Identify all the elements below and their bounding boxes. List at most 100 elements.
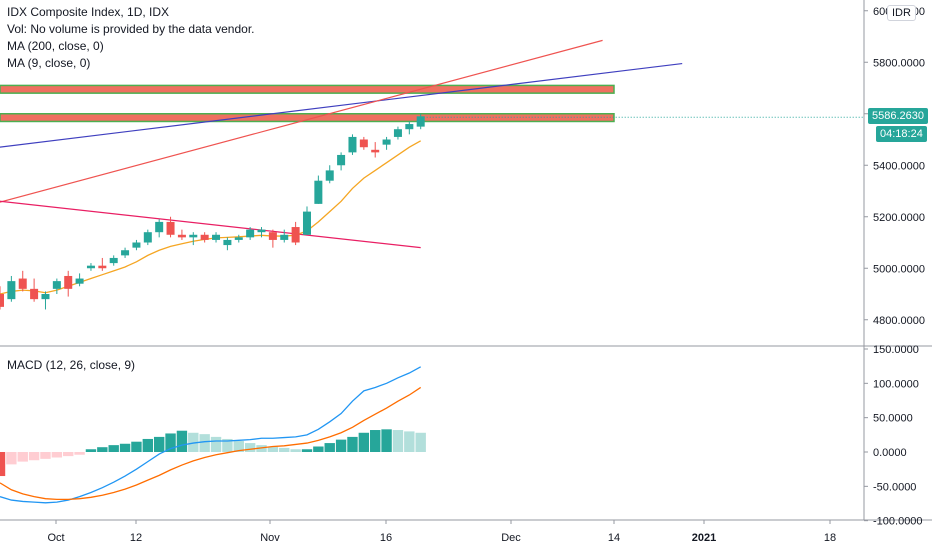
legend-volume: Vol: No volume is provided by the data v… bbox=[7, 22, 255, 36]
macd-histogram-bar bbox=[131, 441, 142, 452]
candle-body bbox=[359, 139, 368, 148]
candle bbox=[416, 113, 425, 130]
macd-histogram-bar bbox=[165, 433, 176, 452]
candle-body bbox=[109, 257, 118, 264]
macd-histogram-bar bbox=[74, 452, 85, 455]
resistance-zone bbox=[0, 84, 615, 94]
candle bbox=[234, 234, 243, 243]
price-tick-label: 5800.0000 bbox=[873, 57, 925, 69]
macd-histogram-bar bbox=[199, 434, 210, 452]
currency-badge[interactable]: IDR bbox=[887, 5, 916, 21]
macd-histogram-bar bbox=[85, 449, 97, 452]
candle-body bbox=[246, 229, 255, 238]
candle-body bbox=[177, 234, 186, 238]
candle bbox=[337, 152, 346, 171]
candle bbox=[143, 229, 152, 246]
candle bbox=[212, 232, 221, 243]
candle-body bbox=[382, 139, 391, 145]
time-tick-label: 2021 bbox=[692, 532, 716, 544]
macd-histogram-bar bbox=[324, 443, 335, 452]
candle bbox=[325, 165, 334, 184]
macd-histogram-bar bbox=[210, 436, 222, 452]
candle bbox=[291, 221, 300, 246]
price-tick-label: 5000.0000 bbox=[873, 263, 925, 275]
candle-body bbox=[348, 136, 357, 153]
price-tick-label: 5200.0000 bbox=[873, 212, 925, 224]
candle bbox=[52, 278, 61, 294]
macd-histogram-bar bbox=[28, 452, 40, 461]
macd-legend[interactable]: MACD (12, 26, close, 9) bbox=[7, 358, 136, 372]
candle-body bbox=[7, 281, 16, 300]
candle-body bbox=[75, 278, 84, 284]
candle bbox=[246, 227, 255, 240]
candle bbox=[121, 247, 130, 258]
macd-histogram-bar bbox=[119, 443, 131, 452]
candle bbox=[18, 270, 27, 292]
candle bbox=[371, 142, 380, 158]
macd-tick-label: -100.0000 bbox=[873, 516, 923, 528]
macd-histogram-bar bbox=[256, 445, 267, 452]
macd-histogram-bar bbox=[415, 432, 426, 452]
candle-body bbox=[64, 275, 73, 289]
time-tick-label: 14 bbox=[608, 532, 620, 544]
macd-histogram-bar bbox=[153, 436, 165, 452]
legend-ma200[interactable]: MA (200, close, 0) bbox=[7, 39, 104, 53]
time-tick-label: Nov bbox=[260, 532, 280, 544]
horizontal-zones bbox=[0, 84, 615, 123]
macd-histogram-bar bbox=[17, 452, 28, 462]
candle-body bbox=[143, 232, 152, 243]
candle bbox=[166, 216, 175, 238]
candle bbox=[0, 286, 4, 310]
candle bbox=[7, 275, 16, 302]
macd-histogram-bar bbox=[233, 441, 244, 452]
candles bbox=[0, 113, 425, 310]
macd-tick-label: 150.0000 bbox=[873, 344, 919, 356]
candle-body bbox=[223, 239, 232, 246]
last-price-badge: 5586.2630 bbox=[868, 108, 928, 124]
candle bbox=[155, 219, 164, 238]
macd-histogram-bar bbox=[142, 438, 154, 452]
macd-histogram-bar bbox=[97, 447, 108, 452]
candle bbox=[314, 175, 323, 204]
time-tick-label: Dec bbox=[501, 532, 521, 544]
macd-tick-label: 0.0000 bbox=[873, 447, 907, 459]
legend-title: IDX Composite Index, 1D, IDX bbox=[7, 5, 170, 19]
candle bbox=[75, 273, 84, 287]
candle-body bbox=[280, 234, 289, 240]
trendline bbox=[0, 39, 603, 203]
time-tick-label: 18 bbox=[824, 532, 836, 544]
macd-histogram-bar bbox=[370, 430, 381, 452]
candle bbox=[177, 229, 186, 240]
candle-body bbox=[18, 278, 27, 289]
candle bbox=[98, 257, 107, 271]
macd-histogram-bar bbox=[51, 452, 63, 458]
candle-body bbox=[337, 154, 346, 166]
candle-body bbox=[41, 294, 50, 300]
time-tick-label: 16 bbox=[380, 532, 392, 544]
candle-body bbox=[325, 170, 334, 181]
candle bbox=[405, 121, 414, 135]
candle bbox=[268, 229, 277, 248]
candle bbox=[348, 134, 357, 155]
macd-histogram-bar bbox=[63, 452, 74, 457]
trendline bbox=[0, 62, 683, 148]
macd-histogram-bar bbox=[279, 447, 290, 452]
macd-histogram-bar bbox=[392, 430, 404, 452]
resistance-zone bbox=[0, 113, 615, 123]
candle-body bbox=[166, 221, 175, 235]
trendline bbox=[0, 200, 421, 249]
candle bbox=[189, 232, 198, 246]
macd-histogram-bar bbox=[358, 432, 370, 452]
candle-body bbox=[371, 149, 380, 153]
price-tick-label: 5400.0000 bbox=[873, 160, 925, 172]
candle-body bbox=[314, 180, 323, 204]
candle bbox=[64, 270, 73, 297]
macd-histogram-bar bbox=[6, 452, 17, 465]
candle bbox=[257, 227, 266, 238]
macd-histogram-bar bbox=[108, 445, 119, 452]
legend-ma9[interactable]: MA (9, close, 0) bbox=[7, 56, 91, 70]
macd-histogram-bar bbox=[176, 430, 188, 452]
candle-body bbox=[257, 229, 266, 233]
